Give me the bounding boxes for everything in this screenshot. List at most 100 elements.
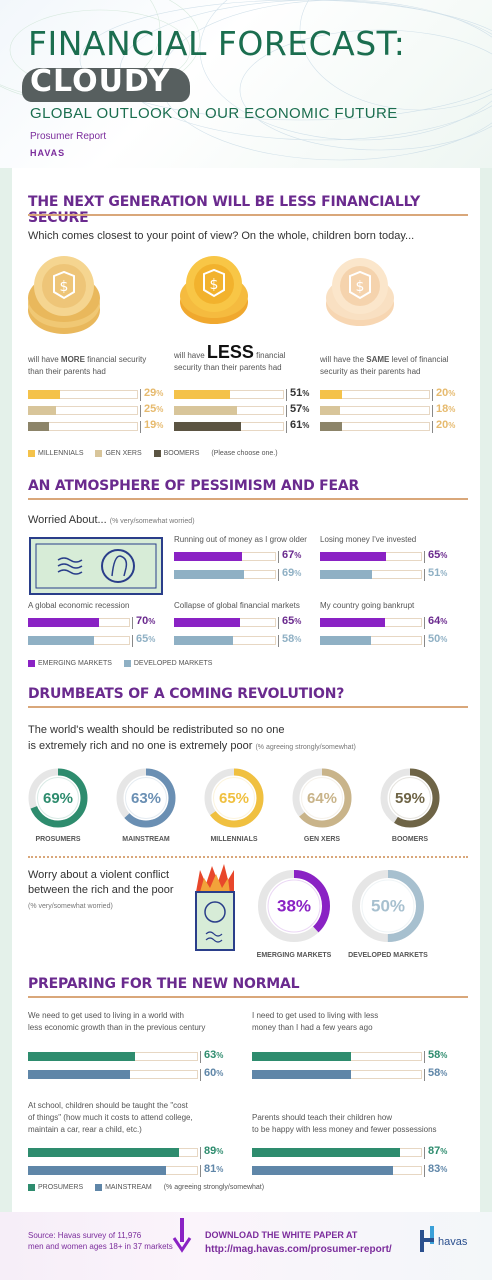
- new-normal-item-3: At school, children should be taught the…: [28, 1101, 193, 1134]
- normal-bar-main-1-tick: [424, 1069, 425, 1081]
- gen-bar-0-1-tick: [140, 405, 141, 417]
- new-normal-item-2: I need to get used to living with less mo…: [252, 1011, 379, 1032]
- gen-bar-0-0-value: 29%: [144, 387, 164, 399]
- donut-gen-xers-value: 64%: [307, 790, 337, 807]
- option-less-label: will have LESS financial security than t…: [174, 342, 286, 372]
- worry-bar-em-2-fill: [28, 618, 100, 627]
- worry-bar-em-4-tick: [424, 617, 425, 629]
- normal-bar-pro-3-tick: [424, 1147, 425, 1159]
- gen-bar-2-1-fill: [320, 406, 340, 415]
- normal-bar-main-0-value: 60%: [204, 1067, 224, 1079]
- section3-rule: [28, 706, 468, 708]
- download-link[interactable]: http://mag.havas.com/prosumer-report/: [205, 1244, 392, 1255]
- normal-bar-pro-2-value: 89%: [204, 1145, 224, 1157]
- normal-bar-main-0-tick: [200, 1069, 201, 1081]
- gen-bar-2-0-value: 20%: [436, 387, 456, 399]
- svg-text:$: $: [356, 279, 365, 295]
- section1-title: THE NEXT GENERATION WILL BE LESS FINANCI…: [28, 194, 421, 226]
- worry-bar-dev-4-value: 50%: [428, 633, 448, 645]
- donut-prosumers: 69%: [28, 768, 88, 828]
- worry-item-3: A global economic recession: [28, 601, 130, 610]
- donut-prosumers-value: 69%: [43, 790, 73, 807]
- normal-bar-pro-3-value: 87%: [428, 1145, 448, 1157]
- gen-bar-1-2-fill: [174, 422, 242, 431]
- cloud-shape: [22, 68, 190, 102]
- gen-bar-2-0-tick: [432, 389, 433, 401]
- gen-bar-2-2-tick: [432, 421, 433, 433]
- conflict-donut-label-1: DEVELOPED MARKETS: [348, 952, 428, 959]
- donut-label-0: PROSUMERS: [35, 836, 81, 843]
- gen-bar-0-0-fill: [28, 390, 60, 399]
- section1-rule: [28, 214, 468, 216]
- donut-boomers-value: 59%: [395, 790, 425, 807]
- gen-bar-1-2-tick: [286, 421, 287, 433]
- donut-label-3: GEN XERS: [303, 836, 341, 843]
- worry-bar-dev-0-value: 69%: [282, 567, 302, 579]
- worry-bar-em-1-fill: [320, 552, 387, 561]
- new-normal-item-4: Parents should teach their children how t…: [252, 1113, 437, 1134]
- worry-bar-em-1-tick: [424, 551, 425, 563]
- worry-bar-dev-0-tick: [278, 569, 279, 581]
- worry-bar-em-3-tick: [278, 617, 279, 629]
- redistribution-statement: The world's wealth should be redistribut…: [28, 724, 356, 752]
- conflict-donut-0-value: 38%: [277, 897, 311, 916]
- section1-question: Which comes closest to your point of vie…: [28, 230, 415, 242]
- normal-bar-pro-1-tick: [424, 1051, 425, 1063]
- normal-bar-main-0-fill: [28, 1070, 130, 1079]
- gen-bar-0-0-tick: [140, 389, 141, 401]
- worry-bar-dev-2-fill: [28, 636, 95, 645]
- worry-bar-em-3-value: 65%: [282, 615, 302, 627]
- download-cta: DOWNLOAD THE WHITE PAPER AT http://mag.h…: [205, 1230, 392, 1255]
- header: FINANCIAL FORECAST: CLOUDY GLOBAL OUTLOO…: [0, 0, 492, 168]
- donut-millennials-value: 65%: [219, 790, 249, 807]
- donut-prosumers-inner: [37, 777, 79, 819]
- worry-bar-dev-0-fill: [174, 570, 245, 579]
- conflict-statement: Worry about a violent conflict between t…: [28, 869, 174, 910]
- svg-text:$: $: [210, 277, 219, 293]
- worry-bar-dev-4-fill: [320, 636, 371, 645]
- svg-text:$: $: [60, 279, 69, 295]
- worry-bar-em-1-value: 65%: [428, 549, 448, 561]
- donut-millennials-inner: [213, 777, 255, 819]
- donut-gen-xers-arc: [292, 768, 352, 828]
- donut-millennials-arc: [204, 768, 264, 828]
- burning-money-icon: [195, 864, 235, 951]
- section2-rule: [28, 498, 468, 500]
- gen-bar-0-1-value: 25%: [144, 403, 164, 415]
- gen-bar-0-1-fill: [28, 406, 56, 415]
- worry-bar-em-2-tick: [132, 617, 133, 629]
- donut-millennials: 65%: [204, 768, 264, 828]
- section4-rule: [28, 996, 468, 998]
- normal-bar-pro-3-fill: [252, 1148, 400, 1157]
- coin-stack-less-icon: $: [180, 256, 248, 324]
- gen-bar-1-0-fill: [174, 390, 231, 399]
- donut-gen-xers-inner: [301, 777, 343, 819]
- worry-bar-dev-3-fill: [174, 636, 234, 645]
- gen-bar-0-2-value: 19%: [144, 419, 164, 431]
- gen-bar-1-0-tick: [286, 389, 287, 401]
- worry-bar-dev-1-tick: [424, 569, 425, 581]
- gen-bar-1-2-value: 61%: [290, 419, 310, 431]
- gen-bar-2-2-fill: [320, 422, 342, 431]
- normal-bar-main-3-tick: [424, 1165, 425, 1177]
- conflict-donut-0-inner: [267, 879, 321, 933]
- donut-boomers: 59%: [380, 768, 440, 828]
- worry-bar-em-2-value: 70%: [136, 615, 156, 627]
- worry-bar-em-3-fill: [174, 618, 241, 627]
- conflict-donut-label-0: EMERGING MARKETS: [256, 952, 332, 959]
- donut-boomers-arc: [380, 768, 440, 828]
- gen-bar-2-0-fill: [320, 390, 342, 399]
- section3-divider: [28, 856, 468, 858]
- option-more-label: will have MORE financial security than t…: [28, 355, 147, 376]
- gen-bar-2-1-value: 18%: [436, 403, 456, 415]
- section3-title: DRUMBEATS OF A COMING REVOLUTION?: [28, 686, 345, 702]
- donut-mainstream-inner: [125, 777, 167, 819]
- gen-bar-0-2-tick: [140, 421, 141, 433]
- source-note: Source: Havas survey of 11,976 men and wo…: [28, 1231, 173, 1251]
- down-arrow-icon: [172, 1218, 192, 1253]
- gen-bar-1-1-value: 57%: [290, 403, 310, 415]
- subtitle: GLOBAL OUTLOOK ON OUR ECONOMIC FUTURE: [30, 105, 398, 122]
- conflict-donut-1-arc: [352, 870, 424, 942]
- coin-stack-same-icon: $: [326, 258, 394, 326]
